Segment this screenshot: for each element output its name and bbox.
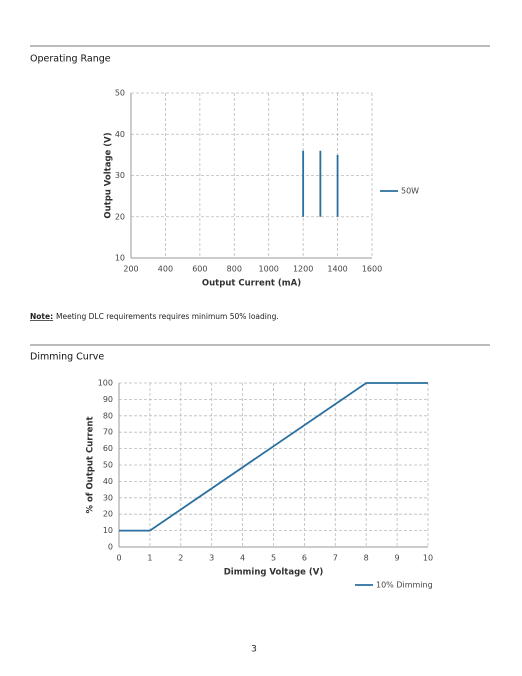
note-text: Meeting DLC requirements requires minimu… — [56, 312, 279, 321]
section-title: Dimming Curve — [30, 352, 104, 363]
legend-label: 10% Dimming — [376, 581, 433, 590]
x-tick-label: 600 — [192, 265, 207, 274]
y-tick-label: 40 — [115, 130, 125, 139]
x-tick-label: 2 — [178, 554, 183, 563]
x-tick-label: 0 — [116, 554, 121, 563]
note-label: Note: — [30, 312, 53, 321]
section-title: Operating Range — [30, 54, 111, 65]
x-tick-label: 1200 — [293, 265, 313, 274]
x-tick-label: 1 — [147, 554, 152, 563]
y-tick-label: 20 — [103, 510, 113, 519]
y-tick-label: 30 — [115, 171, 125, 180]
page-number: 3 — [251, 645, 257, 655]
x-tick-label: 4 — [240, 554, 245, 563]
x-tick-label: 1400 — [327, 265, 347, 274]
y-tick-label: 50 — [115, 89, 125, 98]
y-tick-label: 10 — [103, 526, 113, 535]
y-tick-label: 30 — [103, 493, 113, 502]
x-tick-label: 9 — [395, 554, 400, 563]
y-axis-title: % of Output Current — [86, 416, 96, 513]
legend-label: 50W — [401, 187, 419, 196]
y-tick-label: 40 — [103, 477, 113, 486]
y-tick-label: 60 — [103, 444, 113, 453]
x-tick-label: 6 — [302, 554, 307, 563]
x-tick-label: 200 — [123, 265, 138, 274]
x-tick-label: 10 — [423, 554, 433, 563]
x-tick-label: 1000 — [259, 265, 279, 274]
y-tick-label: 80 — [103, 411, 113, 420]
y-tick-label: 50 — [103, 461, 113, 470]
y-tick-label: 70 — [103, 428, 113, 437]
x-tick-label: 5 — [271, 554, 276, 563]
y-tick-label: 90 — [103, 395, 113, 404]
x-tick-label: 400 — [158, 265, 173, 274]
y-tick-label: 20 — [115, 212, 125, 221]
x-axis-title: Output Current (mA) — [202, 279, 301, 289]
x-tick-label: 1600 — [362, 265, 382, 274]
series-line — [119, 382, 428, 532]
x-axis-title: Dimming Voltage (V) — [224, 568, 324, 578]
x-tick-label: 7 — [333, 554, 338, 563]
y-tick-label: 0 — [108, 543, 113, 552]
x-tick-label: 8 — [364, 554, 369, 563]
y-tick-label: 10 — [115, 254, 125, 263]
y-axis-title: Outpu Voltage (V) — [104, 132, 114, 218]
x-tick-label: 800 — [227, 265, 242, 274]
series-line — [302, 150, 339, 217]
x-tick-label: 3 — [209, 554, 214, 563]
y-tick-label: 100 — [98, 379, 113, 388]
